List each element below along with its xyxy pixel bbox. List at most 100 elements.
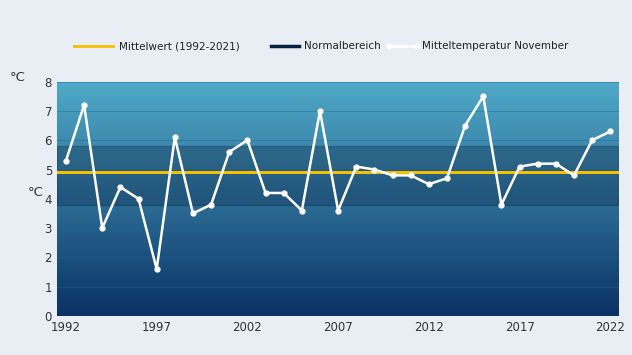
Bar: [57, 287, 619, 288]
Bar: [57, 111, 619, 112]
Bar: [57, 112, 619, 113]
Bar: [57, 189, 619, 190]
Bar: [57, 114, 619, 115]
Bar: [57, 208, 619, 209]
Bar: [57, 238, 619, 239]
Bar: [57, 147, 619, 148]
Bar: [57, 266, 619, 267]
Bar: [57, 100, 619, 101]
Bar: [57, 230, 619, 231]
Bar: [57, 138, 619, 139]
Bar: [57, 227, 619, 228]
Bar: [57, 198, 619, 199]
Bar: [57, 177, 619, 178]
Bar: [57, 187, 619, 188]
Bar: [57, 172, 619, 173]
Bar: [57, 255, 619, 256]
Bar: [57, 179, 619, 180]
Bar: [57, 278, 619, 279]
Bar: [57, 310, 619, 311]
Bar: [57, 175, 619, 176]
Bar: [57, 168, 619, 169]
Bar: [57, 163, 619, 164]
Bar: [57, 109, 619, 110]
Bar: [57, 284, 619, 285]
Bar: [57, 213, 619, 214]
Bar: [57, 306, 619, 307]
Bar: [57, 293, 619, 294]
Bar: [57, 101, 619, 102]
Bar: [57, 259, 619, 260]
Bar: [57, 265, 619, 266]
Bar: [57, 127, 619, 128]
Bar: [57, 190, 619, 191]
Bar: [57, 124, 619, 125]
Bar: [57, 115, 619, 116]
Bar: [57, 87, 619, 88]
Bar: [57, 153, 619, 154]
Bar: [57, 145, 619, 146]
Bar: [57, 161, 619, 162]
Bar: [57, 96, 619, 97]
Bar: [57, 228, 619, 229]
Bar: [57, 185, 619, 186]
Bar: [57, 166, 619, 167]
Bar: [57, 240, 619, 241]
Bar: [57, 219, 619, 220]
Bar: [57, 181, 619, 182]
Bar: [57, 221, 619, 222]
Bar: [57, 220, 619, 221]
Bar: [57, 279, 619, 280]
Bar: [57, 113, 619, 114]
Bar: [57, 182, 619, 183]
Bar: [57, 180, 619, 181]
Bar: [57, 233, 619, 234]
Bar: [57, 254, 619, 255]
Bar: [57, 289, 619, 290]
Bar: [57, 235, 619, 236]
Bar: [57, 296, 619, 297]
Bar: [57, 297, 619, 298]
Bar: [57, 285, 619, 286]
Y-axis label: °C: °C: [28, 186, 44, 199]
Bar: [57, 165, 619, 166]
Bar: [57, 260, 619, 261]
Bar: [57, 305, 619, 306]
Bar: [57, 174, 619, 175]
Bar: [57, 103, 619, 104]
Bar: [57, 206, 619, 207]
Bar: [57, 146, 619, 204]
Bar: [57, 94, 619, 95]
Bar: [57, 105, 619, 106]
Bar: [57, 225, 619, 226]
Text: °C: °C: [9, 71, 25, 84]
Bar: [57, 277, 619, 278]
Bar: [57, 253, 619, 254]
Bar: [57, 308, 619, 309]
Bar: [57, 108, 619, 109]
Bar: [57, 282, 619, 283]
Bar: [57, 149, 619, 151]
Bar: [57, 133, 619, 134]
Bar: [57, 269, 619, 270]
Bar: [57, 283, 619, 284]
Bar: [57, 229, 619, 230]
Bar: [57, 93, 619, 94]
Bar: [57, 303, 619, 304]
Bar: [57, 104, 619, 105]
Text: Mitteltemperatur November: Mitteltemperatur November: [422, 41, 569, 51]
Bar: [57, 280, 619, 281]
Bar: [57, 173, 619, 174]
Bar: [57, 146, 619, 147]
Bar: [57, 117, 619, 118]
Bar: [57, 245, 619, 246]
Bar: [57, 86, 619, 87]
Bar: [57, 98, 619, 99]
Bar: [57, 299, 619, 300]
Bar: [57, 249, 619, 250]
Bar: [57, 274, 619, 275]
Bar: [57, 214, 619, 215]
Bar: [57, 263, 619, 264]
Bar: [57, 183, 619, 184]
Text: Normalbereich: Normalbereich: [305, 41, 381, 51]
